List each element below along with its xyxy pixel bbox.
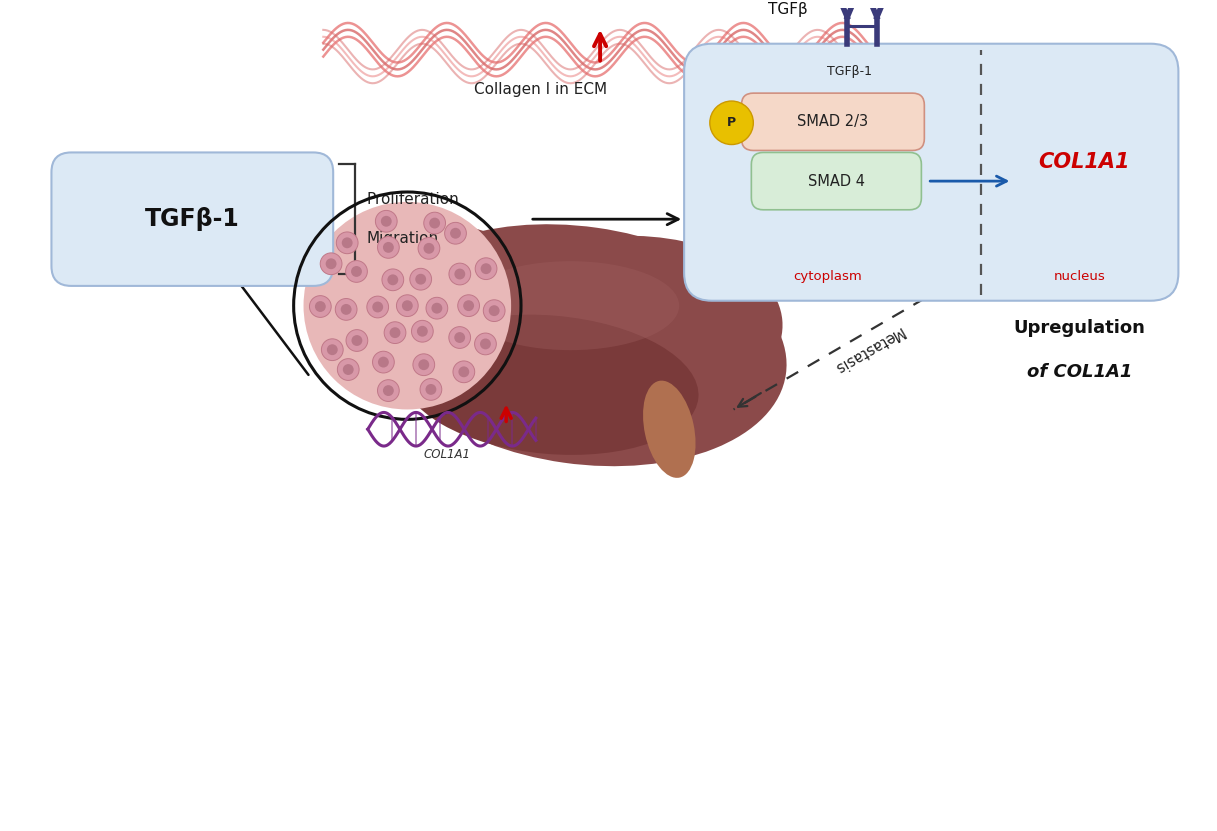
Circle shape <box>383 242 394 253</box>
Circle shape <box>342 238 353 248</box>
Circle shape <box>459 366 470 377</box>
Circle shape <box>389 327 400 338</box>
Circle shape <box>341 304 352 315</box>
Circle shape <box>453 361 475 383</box>
Text: TGFβ: TGFβ <box>768 2 808 17</box>
Circle shape <box>464 300 475 311</box>
Circle shape <box>419 238 439 259</box>
Circle shape <box>449 263 471 285</box>
Text: SMAD 4: SMAD 4 <box>808 174 865 189</box>
Circle shape <box>337 359 359 381</box>
Circle shape <box>475 333 497 355</box>
Text: Upregulation: Upregulation <box>1014 319 1145 337</box>
Circle shape <box>350 266 361 277</box>
Ellipse shape <box>461 261 679 350</box>
Text: COL1A1: COL1A1 <box>424 448 471 461</box>
Circle shape <box>346 261 368 283</box>
FancyBboxPatch shape <box>684 44 1178 301</box>
Circle shape <box>410 268 432 290</box>
Text: P: P <box>727 116 736 130</box>
Circle shape <box>426 384 437 395</box>
Circle shape <box>402 300 413 311</box>
Circle shape <box>303 202 511 410</box>
Circle shape <box>326 258 337 269</box>
Text: Migration: Migration <box>366 232 439 247</box>
Text: nucleus: nucleus <box>1054 270 1105 283</box>
Circle shape <box>378 356 389 367</box>
Text: of COL1A1: of COL1A1 <box>1027 363 1132 381</box>
Circle shape <box>424 212 445 234</box>
Circle shape <box>387 274 398 285</box>
Circle shape <box>417 326 428 337</box>
Circle shape <box>377 380 399 401</box>
Circle shape <box>335 298 357 320</box>
Circle shape <box>458 295 479 317</box>
Text: TGFβ-1: TGFβ-1 <box>145 207 240 231</box>
Text: SMAD 2/3: SMAD 2/3 <box>797 115 869 130</box>
Circle shape <box>366 296 388 318</box>
Circle shape <box>479 338 490 349</box>
Text: cytoplasm: cytoplasm <box>793 270 862 283</box>
Circle shape <box>444 223 466 244</box>
Circle shape <box>449 327 471 348</box>
Circle shape <box>383 385 394 396</box>
Ellipse shape <box>374 224 786 466</box>
Circle shape <box>710 101 753 145</box>
Ellipse shape <box>643 381 696 478</box>
Circle shape <box>411 321 433 342</box>
Circle shape <box>475 258 497 279</box>
Circle shape <box>382 269 404 291</box>
FancyBboxPatch shape <box>751 152 921 209</box>
Circle shape <box>346 330 368 352</box>
Ellipse shape <box>369 224 574 387</box>
Circle shape <box>327 344 338 355</box>
Circle shape <box>432 302 442 313</box>
Circle shape <box>377 237 399 258</box>
Circle shape <box>483 300 505 322</box>
Circle shape <box>413 354 434 376</box>
Text: COL1A1: COL1A1 <box>1039 152 1131 172</box>
Circle shape <box>372 302 383 312</box>
Text: TGFβ-1: TGFβ-1 <box>828 66 873 78</box>
Circle shape <box>415 273 426 285</box>
FancyBboxPatch shape <box>741 93 925 150</box>
Ellipse shape <box>403 315 699 455</box>
Ellipse shape <box>437 236 783 435</box>
Circle shape <box>454 268 465 279</box>
Circle shape <box>352 335 363 346</box>
Circle shape <box>454 332 465 343</box>
Circle shape <box>343 364 354 375</box>
Circle shape <box>489 305 500 316</box>
Circle shape <box>315 301 326 312</box>
Circle shape <box>420 379 442 401</box>
Circle shape <box>397 295 419 317</box>
Circle shape <box>381 216 392 227</box>
Circle shape <box>321 339 343 361</box>
Text: Proliferation: Proliferation <box>366 192 460 207</box>
FancyBboxPatch shape <box>51 152 333 286</box>
Circle shape <box>481 263 492 274</box>
Circle shape <box>385 322 406 343</box>
Circle shape <box>372 352 394 373</box>
Circle shape <box>320 253 342 274</box>
Circle shape <box>309 296 331 317</box>
Circle shape <box>424 243 434 253</box>
Circle shape <box>450 228 461 238</box>
Circle shape <box>375 210 397 232</box>
Circle shape <box>430 218 441 229</box>
Circle shape <box>419 359 430 370</box>
Circle shape <box>336 232 358 253</box>
Circle shape <box>426 297 448 319</box>
Text: Metastasis: Metastasis <box>831 323 905 376</box>
Text: Collagen I in ECM: Collagen I in ECM <box>475 82 607 97</box>
